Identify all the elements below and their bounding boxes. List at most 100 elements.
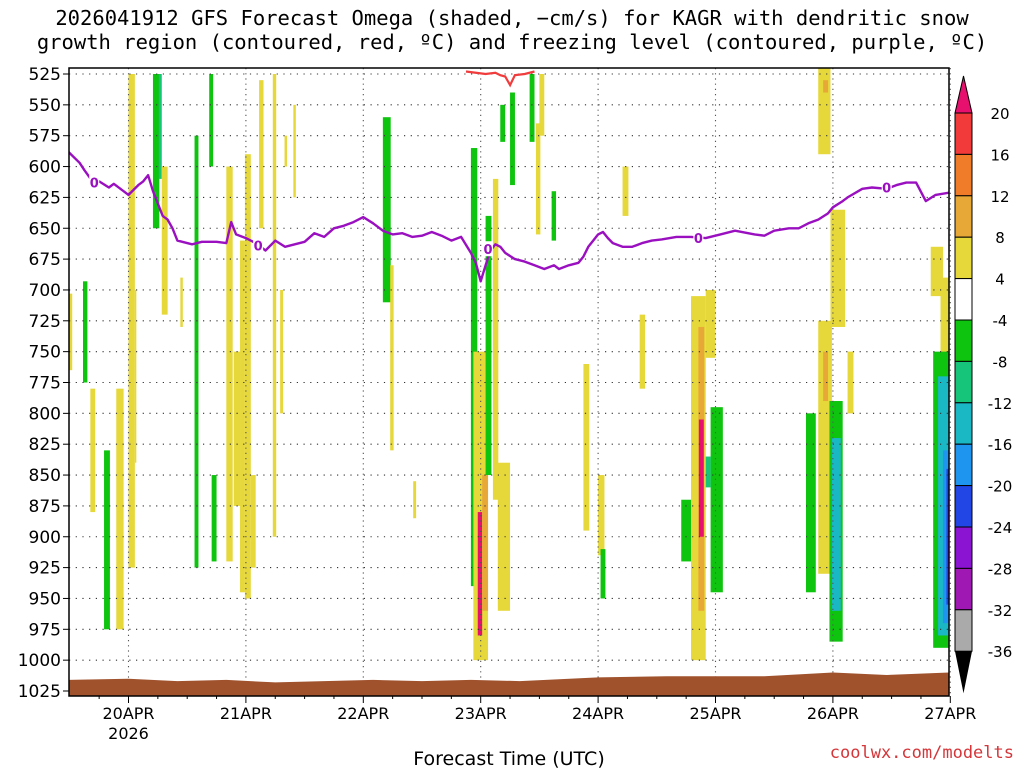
omega-cell [244,154,251,599]
colorbar: 20 16 12 8 4 -4 -8 -12 -16 -20 -24 -28 -32 -36 [954,75,1013,694]
omega-cell [272,74,277,537]
colorbar-label: -32 [988,602,1013,620]
colorbar-swatch [954,360,973,404]
freezing-level-label: 0 [882,182,891,197]
colorbar-swatch [954,402,973,445]
omega-cell [116,388,124,630]
colorbar-label: -28 [988,560,1013,578]
contour-label-bg [483,241,494,257]
omega-cell [497,462,511,611]
colorbar-label: 8 [995,229,1005,247]
chart-title-line-1: 2026041912 GFS Forecast Omega (shaded, −… [55,6,969,30]
y-tick-label: 575 [29,127,61,147]
colorbar-swatch [954,278,973,321]
omega-cell [831,438,841,611]
colorbar-label: -12 [988,395,1013,413]
y-tick-label: 625 [29,188,61,208]
omega-cell [830,209,846,327]
colorbar-swatch [954,319,973,362]
y-tick-label: 825 [29,435,61,455]
omega-cell [280,289,284,414]
x-tick-label: 27APR [924,704,976,723]
contour-label-bg [253,237,264,253]
omega-cell [83,281,88,383]
omega-cell [705,289,716,358]
omega-cell [90,388,96,513]
colorbar-label: -24 [988,519,1013,537]
colorbar-label: -4 [993,312,1008,330]
omega-cell [382,117,391,303]
omega-cell [698,419,704,537]
omega-cell [598,475,605,556]
colorbar-label: 4 [995,271,1005,289]
colorbar-swatch [954,443,973,487]
omega-cell [805,413,816,593]
colorbar-label: 16 [990,146,1009,164]
y-tick-label: 525 [29,65,61,85]
omega-cell [818,68,831,155]
colorbar-label: 12 [990,188,1009,206]
omega-cell [710,407,723,593]
x-tick-label: 24APR [572,704,624,723]
contour-label-bg [89,174,100,190]
omega-cell [551,191,557,241]
x-tick-label: 22APR [337,704,389,723]
omega-cell [158,74,162,179]
omega-cell [500,104,506,142]
y-tick-label: 700 [29,281,61,301]
y-tick-label: 775 [29,374,61,394]
x-axis-label: Forecast Time (UTC) [413,748,604,768]
colorbar-swatch [954,609,973,652]
omega-cell [180,277,183,327]
x-tick-label: 23APR [455,704,507,723]
omega-cell [233,351,241,506]
omega-cell [134,289,137,463]
omega-cell [600,549,606,599]
dendritic-growth-contour [465,70,535,88]
y-tick-label: 875 [29,497,61,517]
omega-cell [583,363,590,531]
omega-cell [211,475,217,562]
contour-layer: 0 0 0 0 0 [69,70,949,283]
x-tick-label: 21APR [220,704,272,723]
omega-cell [681,499,692,562]
omega-cell [152,74,160,229]
y-tick-label: 600 [29,158,61,178]
y-tick-label: 1000 [18,651,61,671]
y-tick-label: 900 [29,528,61,548]
omega-cell [259,80,264,229]
y-tick-label: 925 [29,559,61,579]
colorbar-bottom-arrow [955,651,972,694]
colorbar-label: -36 [988,643,1013,661]
colorbar-label: -8 [993,353,1008,371]
x-tick-label: 20APR [102,704,154,723]
omega-cell [284,135,287,167]
x-tick-label: 26APR [807,704,859,723]
omega-cell [209,74,214,167]
omega-cell [161,166,168,315]
colorbar-swatch [954,112,973,155]
omega-cell [823,351,829,402]
freezing-level-contour [69,150,949,283]
x-tick-year-label: 2026 [108,724,149,743]
omega-cell [482,475,489,611]
colorbar-swatch [954,485,973,528]
contour-label-bg [881,179,892,195]
y-axis: 525 550 575 600 625 650 675 700 725 750 775 800 825 8… [18,65,69,702]
omega-shading-layer [69,68,949,661]
contour-label-bg [693,230,704,246]
omega-cell [390,265,394,451]
colorbar-swatch [954,526,973,569]
colorbar-swatch [954,236,973,280]
freezing-level-label: 0 [484,243,493,258]
omega-cell [622,166,629,216]
ground-surface [69,672,949,696]
omega-cell [529,74,535,142]
y-tick-label: 650 [29,219,61,239]
grid-layer [69,68,951,696]
freezing-level-label: 0 [254,240,263,255]
omega-cell [510,92,515,186]
y-tick-label: 800 [29,404,61,424]
y-tick-label: 675 [29,250,61,270]
omega-cell [128,74,135,568]
